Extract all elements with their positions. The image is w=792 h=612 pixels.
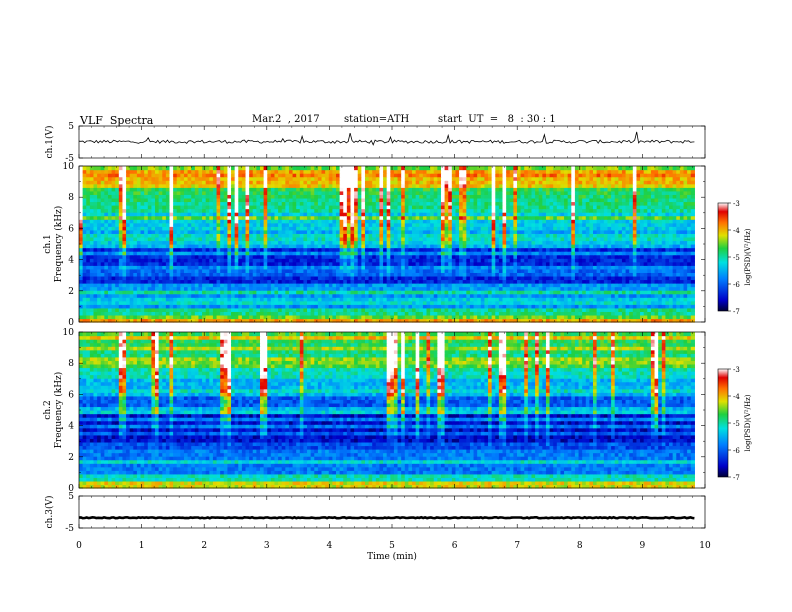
- y-axis-label: ch.1(V): [44, 126, 55, 159]
- colorbar-scale: [717, 368, 729, 478]
- colorbar-label: log(PSD)(V²/Hz): [744, 394, 752, 451]
- panel-3-spectrogram: [79, 332, 695, 489]
- colorbar-tick-label: -6: [733, 281, 740, 289]
- date-label: Mar.2 , 2017: [252, 114, 320, 125]
- x-tick-label: 6: [452, 541, 458, 551]
- x-tick-label: 9: [640, 541, 646, 551]
- panel-4: 5 -5 ch.3(V): [44, 492, 706, 534]
- start-time-label: start UT = 8 : 30 : 1: [438, 114, 556, 125]
- colorbar-tick-label: -5: [733, 420, 740, 428]
- y-tick-label: 4: [68, 256, 74, 266]
- y-tick-label: -5: [65, 524, 74, 534]
- x-tick-label: 1: [139, 541, 145, 551]
- y-tick-label: 0: [68, 484, 74, 494]
- y-tick-label: 8: [68, 359, 74, 369]
- x-tick-label: 0: [76, 541, 82, 551]
- colorbar-tick-label: -5: [733, 254, 740, 262]
- y-axis-channel-label: ch.1: [43, 234, 53, 253]
- colorbar-scale: [717, 202, 729, 312]
- x-tick-label: 4: [327, 541, 333, 551]
- y-tick-label: 0: [68, 318, 74, 328]
- colorbar-tick-label: -4: [733, 227, 740, 235]
- figure-title: VLF Spectra: [80, 114, 154, 127]
- panel-3: -3 -4 -5 -6 -7 log(PSD)(V²/Hz) 0 2 4 6 8 10 ch.2 Freq…: [43, 328, 752, 494]
- y-axis-channel-label: ch.2: [43, 400, 53, 419]
- panel-2-colorbar: -3 -4 -5 -6 -7 log(PSD)(V²/Hz): [717, 200, 752, 316]
- panel-1-waveform: [78, 131, 695, 146]
- y-tick-label: 10: [63, 162, 75, 172]
- station-label: station=ATH: [344, 114, 410, 125]
- y-tick-label: -5: [65, 154, 74, 164]
- y-tick-label: 10: [63, 328, 75, 338]
- panel-1: 5 -5 ch.1(V): [44, 122, 706, 164]
- y-tick-label: 2: [68, 453, 74, 463]
- x-tick-label: 10: [699, 541, 711, 551]
- y-axis-label: Frequency (kHz): [53, 206, 64, 283]
- y-tick-label: 5: [68, 122, 74, 132]
- colorbar-label: log(PSD)(V²/Hz): [744, 228, 752, 285]
- panel-2: -3 -4 -5 -6 -7 log(PSD)(V²/Hz) 0 2 4 6 8 10 ch.1 Freq…: [43, 162, 752, 328]
- y-tick-label: 5: [68, 492, 74, 502]
- x-tick-label: 3: [264, 541, 270, 551]
- panel-3-colorbar: -3 -4 -5 -6 -7 log(PSD)(V²/Hz): [717, 366, 752, 482]
- colorbar-tick-label: -7: [733, 474, 740, 482]
- y-tick-label: 6: [68, 390, 74, 400]
- colorbar-tick-label: -7: [733, 308, 740, 316]
- colorbar-tick-label: -3: [733, 200, 740, 208]
- colorbar-tick-label: -3: [733, 366, 740, 374]
- y-tick-label: 6: [68, 224, 74, 234]
- x-tick-label: 2: [201, 541, 207, 551]
- y-tick-label: 8: [68, 193, 74, 203]
- y-tick-label: 2: [68, 287, 74, 297]
- colorbar-tick-label: -6: [733, 447, 740, 455]
- panel-4-frame: [78, 495, 706, 529]
- colorbar-tick-label: -4: [733, 393, 740, 401]
- y-tick-label: 4: [68, 422, 74, 432]
- x-tick-label: 8: [577, 541, 583, 551]
- y-axis-label: Frequency (kHz): [53, 372, 64, 449]
- y-axis-label: ch.3(V): [44, 496, 55, 529]
- panel-4-waveform: [78, 515, 695, 520]
- x-axis-label: Time (min): [367, 551, 417, 562]
- x-tick-label: 5: [389, 541, 395, 551]
- x-tick-label: 7: [514, 541, 520, 551]
- panel-2-spectrogram: [79, 166, 695, 323]
